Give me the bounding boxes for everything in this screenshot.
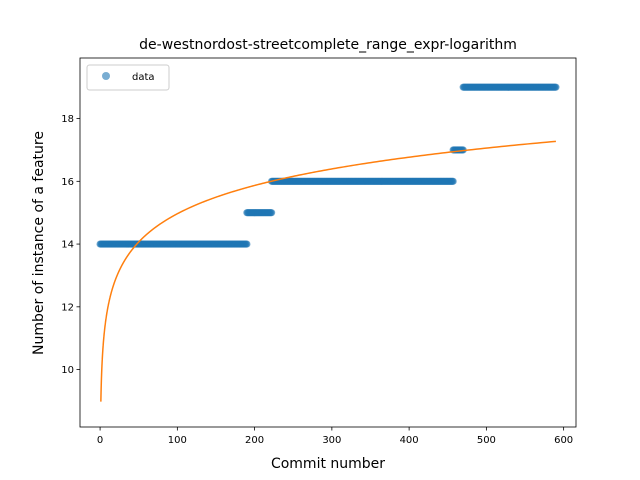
- x-tick-label: 500: [477, 435, 496, 446]
- data-point: [552, 83, 560, 91]
- axes-frame: [79, 57, 577, 428]
- chart-title: de-westnordost-streetcomplete_range_expr…: [139, 37, 517, 53]
- y-tick-label: 18: [61, 114, 74, 125]
- x-axis-label: Commit number: [271, 456, 385, 472]
- y-axis-label: Number of instance of a feature: [31, 131, 47, 355]
- legend-marker-data: [102, 72, 110, 80]
- x-tick-label: 0: [97, 435, 103, 446]
- data-point: [449, 177, 457, 185]
- x-tick-label: 300: [322, 435, 341, 446]
- legend: data: [86, 64, 170, 91]
- fit-line: [100, 140, 556, 402]
- legend-label-data: data: [132, 72, 155, 83]
- legend-frame: [86, 64, 170, 91]
- y-tick-label: 14: [61, 240, 74, 251]
- scatter-series-data: [96, 83, 560, 248]
- x-tick-label: 100: [168, 435, 187, 446]
- data-point: [268, 209, 276, 217]
- y-tick-label: 12: [61, 302, 74, 313]
- y-tick-label: 16: [61, 177, 74, 188]
- y-tick-label: 10: [61, 365, 74, 376]
- data-point: [243, 240, 251, 248]
- x-tick-label: 400: [400, 435, 419, 446]
- x-tick-label: 200: [245, 435, 264, 446]
- plot-area: 0 100 200 300 400 500 600 10 12 14 16 18: [61, 57, 577, 446]
- x-tick-label: 600: [554, 435, 573, 446]
